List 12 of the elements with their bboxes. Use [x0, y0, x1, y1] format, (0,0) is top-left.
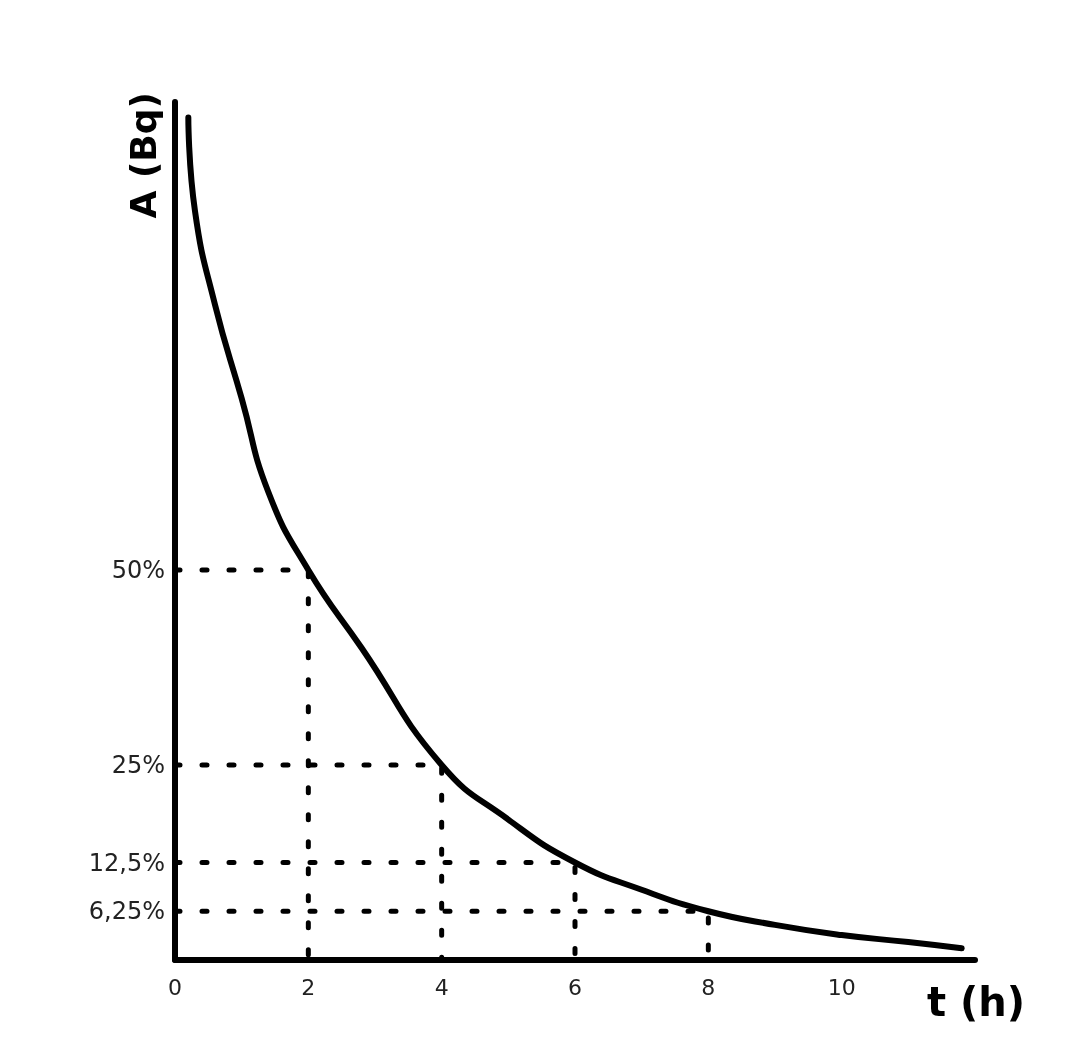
x-tick-label: 6 [568, 974, 582, 1000]
x-tick-label: 10 [827, 974, 856, 1000]
x-tick-label: 2 [301, 974, 316, 1000]
x-axis-title: t (h) [926, 979, 1025, 1025]
y-tick-label: 6,25% [88, 897, 165, 926]
x-tick-label: 8 [701, 974, 716, 1000]
y-tick-label: 50% [111, 556, 165, 584]
y-axis-title: A (Bq) [122, 92, 164, 219]
x-tick-label: 0 [168, 974, 182, 1000]
y-tick-label: 12,5% [88, 848, 165, 877]
y-tick-label: 25% [111, 751, 165, 779]
x-tick-label: 4 [434, 974, 449, 1000]
